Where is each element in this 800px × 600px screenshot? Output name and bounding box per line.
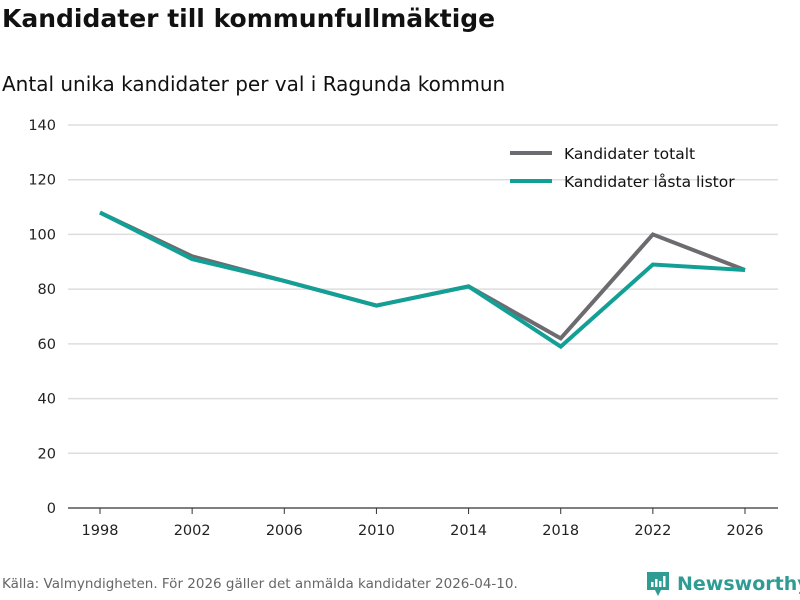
newsworthy-logo: Newsworthy <box>645 570 800 598</box>
x-tick-label: 2006 <box>266 523 303 539</box>
y-tick-label: 140 <box>28 118 56 134</box>
series-line-1 <box>99 210 746 341</box>
chart-subtitle: Antal unika kandidater per val i Ragunda… <box>2 72 506 96</box>
y-tick-label: 120 <box>28 173 56 189</box>
y-tick-label: 60 <box>38 337 56 353</box>
y-tick-label: 80 <box>38 282 56 298</box>
x-tick-label: 2026 <box>727 523 764 539</box>
x-tick-label: 2002 <box>174 523 211 539</box>
x-tick-label: 2018 <box>542 523 579 539</box>
source-note: Källa: Valmyndigheten. För 2026 gäller d… <box>2 576 518 592</box>
series-line-2 <box>99 210 746 350</box>
x-tick-label: 2014 <box>450 523 487 539</box>
brand-name: Newsworthy <box>677 573 800 595</box>
x-tick-label: 1998 <box>82 523 119 539</box>
chart-title: Kandidater till kommunfullmäktige <box>2 4 496 33</box>
newsworthy-logo-icon <box>647 572 669 596</box>
legend-label: Kandidater låsta listor <box>564 173 735 191</box>
legend-label: Kandidater totalt <box>564 145 695 163</box>
x-tick-label: 2022 <box>634 523 671 539</box>
y-tick-label: 20 <box>38 446 56 462</box>
y-tick-label: 40 <box>38 392 56 408</box>
y-tick-label: 0 <box>47 501 56 517</box>
y-tick-label: 100 <box>28 227 56 243</box>
x-tick-label: 2010 <box>358 523 395 539</box>
